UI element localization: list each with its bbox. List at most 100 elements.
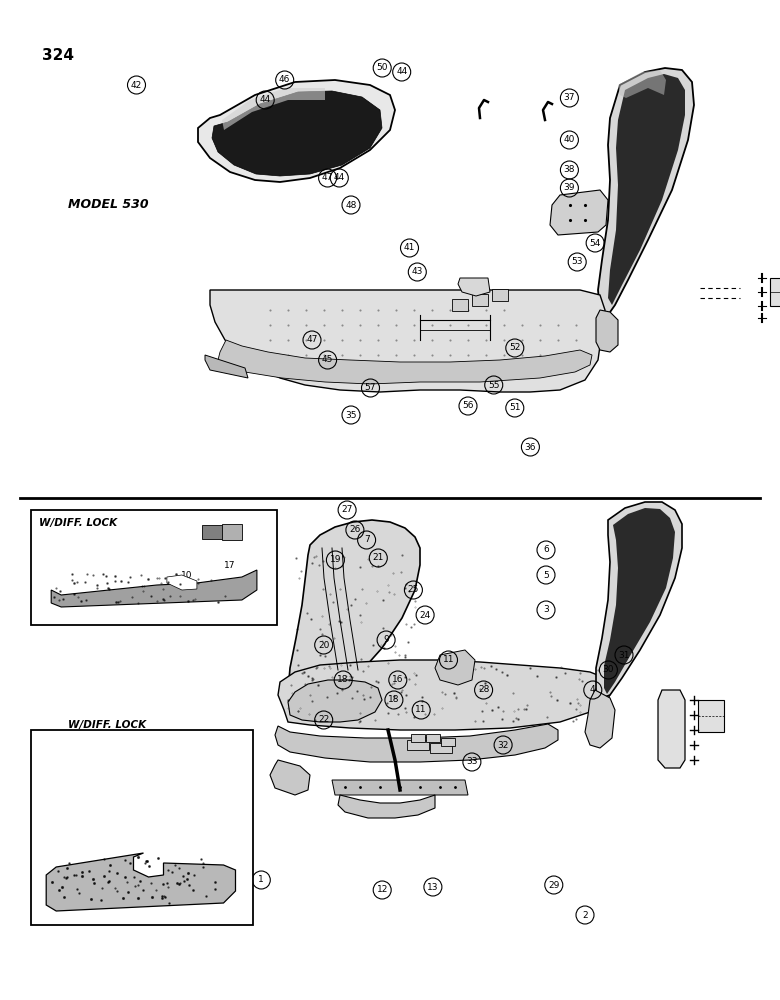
Text: 16: 16 [392, 676, 403, 684]
Text: 44: 44 [334, 174, 345, 182]
Polygon shape [167, 575, 197, 590]
Text: 40: 40 [564, 135, 575, 144]
Text: MODEL 430: MODEL 430 [68, 545, 149, 558]
Polygon shape [604, 508, 675, 694]
Text: 1: 1 [258, 876, 264, 884]
Bar [31, 730, 254, 925]
Text: 38: 38 [564, 165, 575, 174]
Text: 28: 28 [478, 686, 489, 694]
Text: 5: 5 [543, 570, 549, 580]
Text: 20: 20 [318, 641, 329, 650]
Text: 44: 44 [396, 68, 407, 77]
Text: 7: 7 [363, 536, 370, 544]
Text: 51: 51 [509, 403, 520, 412]
Text: 39: 39 [564, 184, 575, 192]
Text: 43: 43 [412, 267, 423, 276]
Text: 4: 4 [590, 686, 596, 694]
Text: 52: 52 [509, 344, 520, 353]
Bar [31, 510, 277, 625]
Text: 36: 36 [525, 442, 536, 452]
Text: 13: 13 [427, 882, 438, 892]
Polygon shape [596, 310, 618, 352]
Text: W/DIFF. LOCK: W/DIFF. LOCK [39, 518, 117, 528]
Text: 11: 11 [443, 656, 454, 664]
Polygon shape [278, 660, 612, 730]
Bar [426, 734, 440, 742]
Polygon shape [212, 91, 382, 176]
Text: 18: 18 [388, 696, 399, 704]
Text: 57: 57 [365, 383, 376, 392]
Text: 47: 47 [307, 336, 317, 344]
Text: 3: 3 [543, 605, 549, 614]
Text: 11: 11 [416, 706, 427, 714]
Text: 29: 29 [548, 880, 559, 890]
Polygon shape [275, 724, 558, 762]
Polygon shape [338, 795, 435, 818]
Bar [202, 525, 232, 539]
Text: 26: 26 [349, 526, 360, 534]
Polygon shape [550, 190, 608, 235]
Text: 41: 41 [404, 243, 415, 252]
Text: MODEL 530: MODEL 530 [68, 198, 149, 211]
Bar [411, 734, 425, 742]
Bar [698, 700, 724, 732]
Text: 24: 24 [420, 610, 431, 619]
Text: 30: 30 [603, 666, 614, 674]
Polygon shape [596, 502, 682, 698]
Text: 10: 10 [182, 570, 193, 580]
Polygon shape [270, 760, 310, 795]
Text: 54: 54 [590, 238, 601, 247]
Polygon shape [585, 690, 615, 748]
Text: 27: 27 [342, 506, 353, 514]
Text: 22: 22 [318, 716, 329, 724]
Polygon shape [198, 80, 395, 182]
Polygon shape [288, 520, 420, 720]
Text: 2: 2 [582, 910, 588, 920]
Text: 32: 32 [498, 740, 509, 750]
Polygon shape [598, 68, 694, 315]
Text: W/DIFF. LOCK: W/DIFF. LOCK [68, 720, 146, 730]
Bar [472, 294, 488, 306]
Text: 37: 37 [564, 94, 575, 103]
Text: 55: 55 [488, 380, 499, 389]
Text: 53: 53 [572, 257, 583, 266]
Bar [430, 743, 452, 753]
Polygon shape [222, 88, 325, 130]
Bar [452, 299, 468, 311]
Text: 9: 9 [383, 636, 389, 645]
Polygon shape [288, 680, 382, 722]
Bar [492, 289, 508, 301]
Polygon shape [210, 290, 605, 392]
Text: 42: 42 [131, 81, 142, 90]
Polygon shape [332, 780, 468, 795]
Polygon shape [435, 650, 475, 685]
Text: 56: 56 [463, 401, 473, 410]
Text: 25: 25 [408, 585, 419, 594]
Text: 35: 35 [346, 410, 356, 420]
Text: 50: 50 [377, 64, 388, 73]
Text: 324: 324 [42, 48, 74, 63]
Text: 12: 12 [377, 886, 388, 894]
Text: 18: 18 [338, 676, 349, 684]
Text: 45: 45 [322, 356, 333, 364]
Text: 6: 6 [543, 546, 549, 554]
Text: 21: 21 [373, 554, 384, 562]
Polygon shape [205, 355, 248, 378]
Bar [770, 278, 780, 306]
Text: 33: 33 [466, 758, 477, 766]
Text: 46: 46 [279, 76, 290, 85]
Text: 48: 48 [346, 200, 356, 210]
Text: 44: 44 [260, 96, 271, 104]
Bar [222, 524, 242, 540]
Polygon shape [618, 70, 666, 98]
Polygon shape [46, 853, 236, 911]
Bar [441, 738, 455, 746]
Text: 47: 47 [322, 174, 333, 182]
Text: 17: 17 [225, 560, 236, 570]
Polygon shape [51, 570, 257, 607]
Bar [407, 740, 429, 750]
Polygon shape [658, 690, 685, 768]
Polygon shape [608, 74, 685, 305]
Text: 19: 19 [330, 556, 341, 564]
Polygon shape [458, 278, 490, 296]
